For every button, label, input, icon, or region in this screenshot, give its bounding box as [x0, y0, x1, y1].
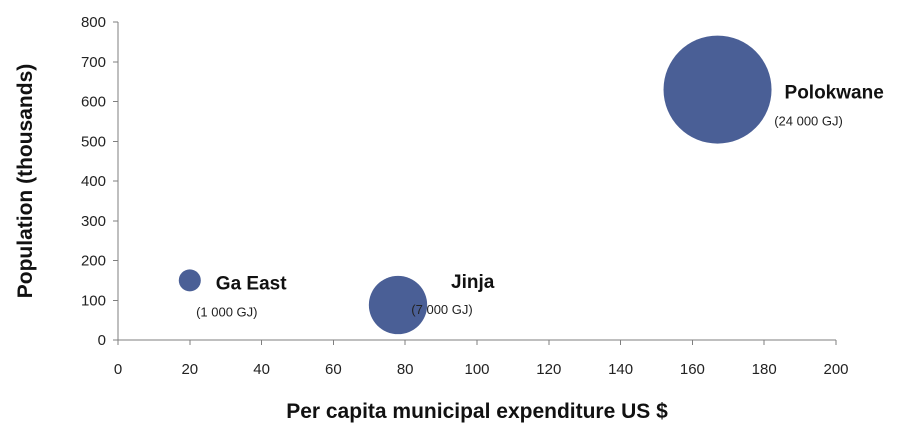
x-tick-label: 200 — [823, 361, 848, 378]
x-ticks: 0 20 40 60 80 100 120 140 160 180 200 — [114, 340, 849, 378]
y-tick-label: 400 — [81, 173, 106, 190]
y-tick-label: 0 — [98, 332, 106, 349]
x-tick-label: 140 — [608, 361, 633, 378]
bubble-size-label: (24 000 GJ) — [774, 114, 843, 129]
x-tick-label: 40 — [253, 361, 270, 378]
x-tick-label: 80 — [397, 361, 414, 378]
bubbles — [178, 35, 772, 335]
x-tick-label: 180 — [752, 361, 777, 378]
y-tick-label: 300 — [81, 213, 106, 230]
bubble-polokwane — [663, 35, 772, 144]
bubble-labels: Ga East (1 000 GJ) Jinja (7 000 GJ) Polokwan… — [196, 83, 884, 320]
axes: 0 100 200 300 400 500 600 700 800 0 20 40 60 80 100 12… — [81, 14, 849, 378]
x-axis-title: Per capita municipal expenditure US $ — [286, 400, 668, 423]
y-ticks: 0 100 200 300 400 500 600 700 800 — [81, 14, 118, 349]
x-tick-label: 100 — [464, 361, 489, 378]
y-tick-label: 800 — [81, 14, 106, 31]
bubble-jinja — [368, 275, 428, 335]
x-tick-label: 0 — [114, 361, 122, 378]
bubble-ga-east — [178, 269, 201, 292]
bubble-size-label: (1 000 GJ) — [196, 304, 257, 319]
x-tick-label: 20 — [181, 361, 198, 378]
x-tick-label: 120 — [536, 361, 561, 378]
bubble-name-label: Ga East — [216, 273, 287, 294]
y-tick-label: 200 — [81, 253, 106, 270]
y-tick-label: 100 — [81, 292, 106, 309]
y-axis-title: Population (thousands) — [14, 64, 37, 298]
bubble-size-label: (7 000 GJ) — [411, 302, 472, 317]
bubble-name-label: Polokwane — [785, 83, 884, 104]
y-tick-label: 700 — [81, 54, 106, 71]
y-tick-label: 600 — [81, 94, 106, 111]
x-tick-label: 60 — [325, 361, 342, 378]
y-tick-label: 500 — [81, 133, 106, 150]
bubble-name-label: Jinja — [451, 272, 495, 293]
x-tick-label: 160 — [680, 361, 705, 378]
